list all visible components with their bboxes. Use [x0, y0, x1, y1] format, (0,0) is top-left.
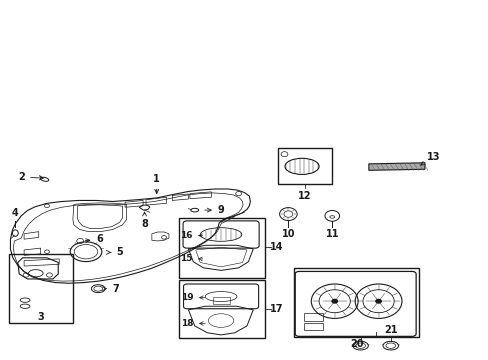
Text: 4: 4 — [12, 208, 19, 219]
Text: 18: 18 — [181, 319, 205, 328]
Bar — [304, 314, 323, 320]
Circle shape — [374, 299, 381, 304]
Bar — [212, 297, 229, 304]
Text: 13: 13 — [420, 152, 440, 165]
Text: 19: 19 — [180, 293, 205, 302]
Bar — [9, 253, 73, 323]
Polygon shape — [368, 163, 424, 170]
Text: 17: 17 — [270, 304, 283, 314]
Text: 2: 2 — [18, 172, 43, 182]
Bar — [178, 280, 265, 338]
Bar — [178, 219, 265, 278]
Bar — [304, 323, 323, 330]
Bar — [294, 268, 418, 337]
Text: 10: 10 — [281, 229, 295, 239]
Text: 1: 1 — [153, 174, 160, 193]
Bar — [277, 148, 331, 184]
Text: 15: 15 — [180, 255, 203, 264]
Text: 3: 3 — [37, 312, 44, 321]
Text: 7: 7 — [102, 284, 120, 294]
Text: 20: 20 — [349, 339, 363, 349]
Circle shape — [330, 299, 337, 304]
Text: 11: 11 — [325, 229, 338, 239]
Text: 8: 8 — [141, 212, 148, 229]
Text: 14: 14 — [270, 242, 283, 252]
Text: 12: 12 — [298, 191, 311, 201]
Text: 21: 21 — [384, 325, 397, 335]
Text: 16: 16 — [180, 231, 203, 240]
Text: 5: 5 — [106, 247, 123, 257]
Text: 9: 9 — [204, 205, 224, 215]
Text: 6: 6 — [85, 234, 103, 244]
